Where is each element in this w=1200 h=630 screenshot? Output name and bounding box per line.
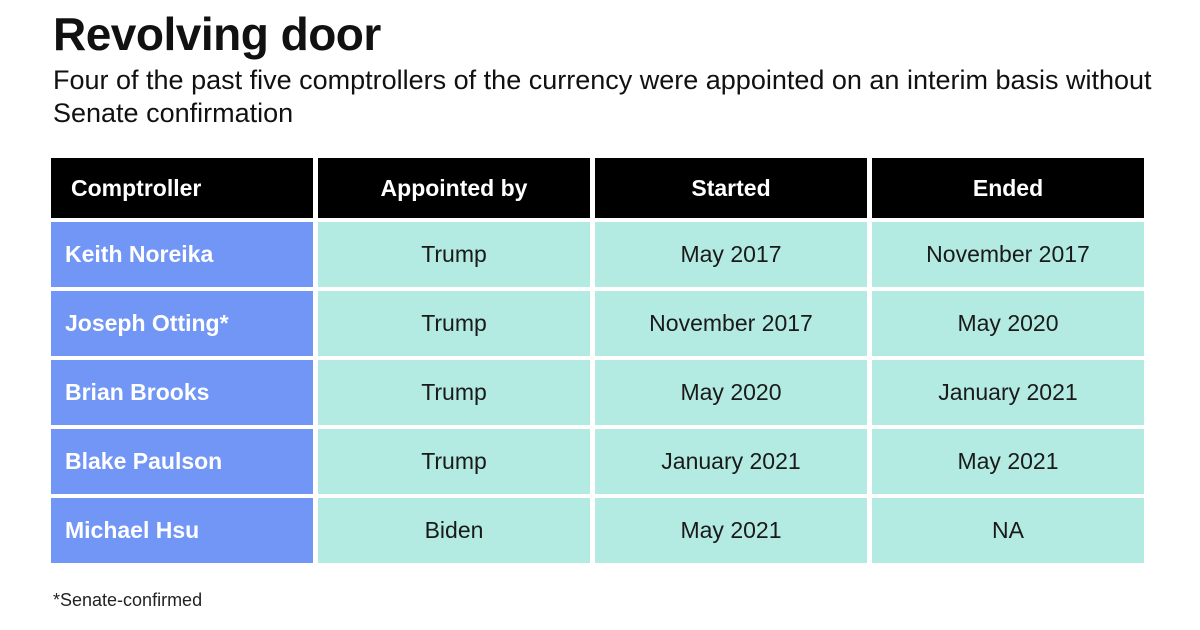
table-row: Blake Paulson Trump January 2021 May 202… [51,429,1144,494]
column-header-started: Started [595,158,867,218]
started-cell: January 2021 [595,429,867,494]
comptroller-name-cell: Blake Paulson [51,429,313,494]
ended-cell: May 2020 [872,291,1144,356]
ended-cell: May 2021 [872,429,1144,494]
comptroller-name-cell: Keith Noreika [51,222,313,287]
chart-title: Revolving door [53,8,381,60]
appointed-by-cell: Trump [318,429,590,494]
ended-cell: November 2017 [872,222,1144,287]
table-row: Brian Brooks Trump May 2020 January 2021 [51,360,1144,425]
column-header-ended: Ended [872,158,1144,218]
chart-subtitle: Four of the past five comptrollers of th… [53,65,1152,128]
header-row: Comptroller Appointed by Started Ended [51,158,1144,218]
table-row: Joseph Otting* Trump November 2017 May 2… [51,291,1144,356]
table-row: Keith Noreika Trump May 2017 November 20… [51,222,1144,287]
column-header-comptroller: Comptroller [51,158,313,218]
appointed-by-cell: Trump [318,291,590,356]
started-cell: May 2020 [595,360,867,425]
column-header-appointed-by: Appointed by [318,158,590,218]
comptroller-name-cell: Joseph Otting* [51,291,313,356]
started-cell: May 2017 [595,222,867,287]
appointed-by-cell: Trump [318,360,590,425]
ended-cell: NA [872,498,1144,563]
started-cell: November 2017 [595,291,867,356]
ended-cell: January 2021 [872,360,1144,425]
appointed-by-cell: Trump [318,222,590,287]
comptroller-name-cell: Brian Brooks [51,360,313,425]
started-cell: May 2021 [595,498,867,563]
comptroller-name-cell: Michael Hsu [51,498,313,563]
appointed-by-cell: Biden [318,498,590,563]
footnote: *Senate-confirmed [53,590,203,610]
table-row: Michael Hsu Biden May 2021 NA [51,498,1144,563]
comptroller-table: Comptroller Appointed by Started Ended K… [46,154,1149,567]
